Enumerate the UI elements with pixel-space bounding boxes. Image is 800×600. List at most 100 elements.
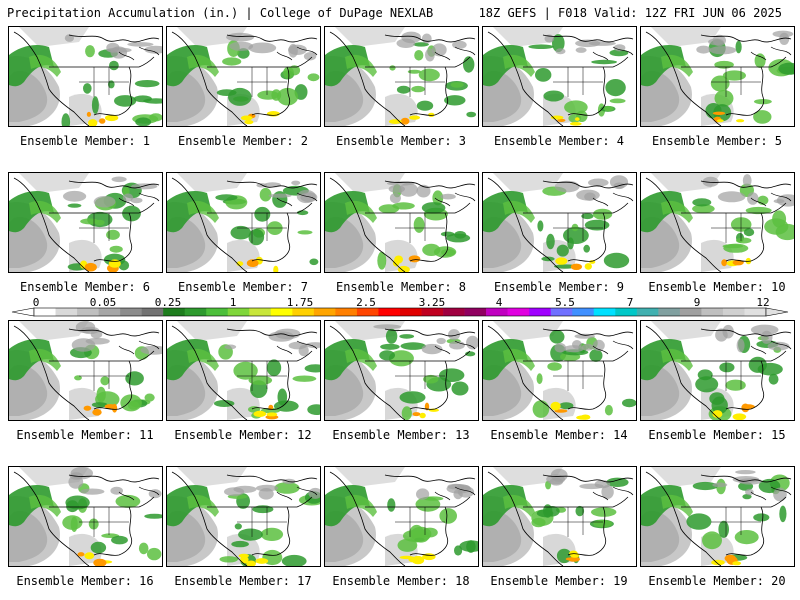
colorbar-swatch [378, 308, 401, 316]
colorbar-swatch [550, 308, 573, 316]
colorbar-swatch [227, 308, 250, 316]
colorbar-tick-label: 0 [32, 296, 40, 309]
ensemble-member-label: Ensemble Member: 12 [174, 428, 312, 442]
ensemble-member-label: Ensemble Member: 7 [177, 280, 309, 294]
ensemble-panel [482, 466, 637, 567]
colorbar-swatch [464, 308, 487, 316]
colorbar-swatch [313, 308, 336, 316]
colorbar-swatch [722, 308, 745, 316]
ensemble-member-label: Ensemble Member: 1 [19, 134, 151, 148]
precip-map [167, 467, 320, 566]
precip-map [483, 467, 636, 566]
colorbar-swatch [572, 308, 595, 316]
colorbar-swatch [184, 308, 207, 316]
ensemble-panel [166, 320, 321, 421]
colorbar-tick-label: 0.25 [154, 296, 182, 309]
ensemble-member-label: Ensemble Member: 17 [174, 574, 312, 588]
colorbar-tick-label: 3.25 [418, 296, 446, 309]
colorbar-tick-label: 7 [626, 296, 634, 309]
precip-map [483, 321, 636, 420]
precip-map [167, 321, 320, 420]
ensemble-member-label: Ensemble Member: 10 [648, 280, 786, 294]
colorbar-swatch [292, 308, 315, 316]
colorbar-swatch [98, 308, 121, 316]
precip-map [483, 173, 636, 272]
colorbar-swatch [206, 308, 229, 316]
colorbar-swatch [120, 308, 142, 316]
colorbar-tick-label: 12 [756, 296, 770, 309]
model-run-info: 18Z GEFS | F018 Valid: 12Z FRI JUN 06 20… [478, 6, 782, 20]
precip-map [641, 467, 794, 566]
colorbar-tick-label: 1.75 [286, 296, 314, 309]
colorbar-swatch [400, 308, 422, 316]
precip-map [167, 173, 320, 272]
colorbar-tick-label: 5.5 [555, 296, 575, 309]
precip-map [325, 321, 478, 420]
colorbar-swatch [163, 308, 186, 316]
precip-map [9, 173, 162, 272]
ensemble-panel [166, 172, 321, 273]
colorbar-tick-label: 2.5 [356, 296, 376, 309]
colorbar-swatch [77, 308, 99, 316]
precip-map [483, 27, 636, 126]
ensemble-member-label: Ensemble Member: 8 [335, 280, 467, 294]
ensemble-member-label: Ensemble Member: 20 [648, 574, 786, 588]
ensemble-panel [8, 26, 163, 127]
ensemble-panel [166, 466, 321, 567]
colorbar-swatch [593, 308, 616, 316]
precip-map [9, 467, 162, 566]
colorbar-swatch [249, 308, 272, 316]
ensemble-member-label: Ensemble Member: 15 [648, 428, 786, 442]
ensemble-panel [8, 172, 163, 273]
colorbar-swatch [486, 308, 508, 316]
ensemble-panel [8, 466, 163, 567]
colorbar-swatch [615, 308, 638, 316]
precip-map [325, 27, 478, 126]
colorbar-tick-label: 9 [693, 296, 701, 309]
precip-map [9, 27, 162, 126]
ensemble-panel [324, 26, 479, 127]
colorbar-swatch [658, 308, 681, 316]
ensemble-member-label: Ensemble Member: 6 [19, 280, 151, 294]
colorbar-swatch [141, 308, 164, 316]
precip-map [641, 173, 794, 272]
precip-map [641, 27, 794, 126]
ensemble-member-label: Ensemble Member: 2 [177, 134, 309, 148]
ensemble-member-label: Ensemble Member: 18 [332, 574, 470, 588]
colorbar-swatch [744, 308, 767, 316]
colorbar-swatch [34, 308, 56, 316]
ensemble-panel [324, 320, 479, 421]
colorbar-swatch [335, 308, 358, 316]
colorbar-swatch [679, 308, 702, 316]
precip-map [9, 321, 162, 420]
precip-map [641, 321, 794, 420]
precip-map [325, 467, 478, 566]
ensemble-member-label: Ensemble Member: 19 [490, 574, 628, 588]
ensemble-panel [482, 26, 637, 127]
colorbar [11, 307, 789, 317]
colorbar-tick-label: 1 [229, 296, 237, 309]
colorbar-min-arrow [11, 307, 35, 317]
ensemble-panel [324, 172, 479, 273]
ensemble-member-label: Ensemble Member: 11 [16, 428, 154, 442]
ensemble-member-label: Ensemble Member: 14 [490, 428, 628, 442]
ensemble-member-label: Ensemble Member: 13 [332, 428, 470, 442]
colorbar-swatch [701, 308, 724, 316]
map-title: Precipitation Accumulation (in.) | Colle… [7, 6, 434, 20]
colorbar-swatch [507, 308, 530, 316]
ensemble-panel [640, 466, 795, 567]
colorbar-swatch [356, 308, 379, 316]
colorbar-tick-label: 0.05 [89, 296, 117, 309]
ensemble-panel [640, 320, 795, 421]
ensemble-member-label: Ensemble Member: 5 [651, 134, 783, 148]
ensemble-panel [324, 466, 479, 567]
colorbar-swatch [636, 308, 659, 316]
colorbar-tick-label: 4 [495, 296, 503, 309]
precip-map [167, 27, 320, 126]
ensemble-panel [640, 172, 795, 273]
ensemble-panel [482, 172, 637, 273]
ensemble-member-label: Ensemble Member: 9 [493, 280, 625, 294]
ensemble-member-label: Ensemble Member: 4 [493, 134, 625, 148]
colorbar-swatch [421, 308, 444, 316]
precip-map [325, 173, 478, 272]
